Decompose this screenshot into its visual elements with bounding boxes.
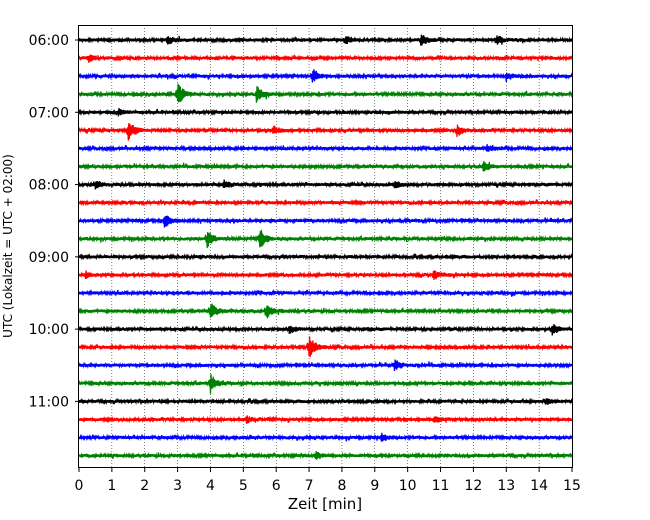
y-tick-label: 11:00 xyxy=(29,394,69,410)
x-tick-label: 13 xyxy=(497,478,515,494)
trace-1030 xyxy=(78,359,573,372)
x-tick-label: 5 xyxy=(239,478,248,494)
trace-1130 xyxy=(78,432,573,442)
trace-1115 xyxy=(78,415,573,424)
x-tick-label: 15 xyxy=(563,478,581,494)
trace-0800 xyxy=(78,179,573,190)
trace-0730 xyxy=(78,144,573,153)
trace-0715 xyxy=(78,123,573,141)
trace-0945 xyxy=(78,303,573,319)
x-tick-label: 10 xyxy=(399,478,417,494)
trace-0645 xyxy=(78,83,573,103)
x-tick-label: 14 xyxy=(530,478,548,494)
y-tick-label: 09:00 xyxy=(29,250,69,266)
y-tick-label: 08:00 xyxy=(29,178,69,194)
y-axis-ticks: 06:00 07:00 08:00 09:00 10:00 11:00 xyxy=(29,33,79,410)
trace-group xyxy=(78,34,573,460)
x-tick-label: 9 xyxy=(370,478,379,494)
trace-0900 xyxy=(78,252,573,261)
grid-lines xyxy=(111,25,540,468)
trace-0815 xyxy=(78,198,573,207)
x-tick-label: 3 xyxy=(173,478,182,494)
trace-0830 xyxy=(78,215,573,228)
trace-0745 xyxy=(78,161,573,172)
trace-0600 xyxy=(78,34,573,46)
trace-1045 xyxy=(78,374,573,394)
trace-1145 xyxy=(78,450,573,460)
trace-1000 xyxy=(78,324,573,336)
y-axis-label: UTC (Lokalzeit = UTC + 02:00) xyxy=(1,154,15,338)
trace-0615 xyxy=(78,54,573,63)
x-tick-label: 12 xyxy=(464,478,482,494)
plot-frame xyxy=(78,25,573,468)
trace-1015 xyxy=(78,336,573,358)
trace-0915 xyxy=(78,270,573,280)
x-tick-label: 7 xyxy=(305,478,314,494)
x-tick-label: 0 xyxy=(75,478,84,494)
y-tick-label: 07:00 xyxy=(29,105,69,121)
x-tick-label: 6 xyxy=(272,478,281,494)
x-tick-label: 2 xyxy=(140,478,149,494)
x-tick-label: 4 xyxy=(206,478,215,494)
trace-1100 xyxy=(78,397,573,406)
trace-0845 xyxy=(78,229,573,249)
y-tick-label: 10:00 xyxy=(29,322,69,338)
trace-0930 xyxy=(78,288,573,297)
trace-0630 xyxy=(78,69,573,83)
x-tick-label: 1 xyxy=(107,478,116,494)
trace-0700 xyxy=(78,108,573,117)
x-axis-label: Zeit [min] xyxy=(288,495,362,513)
x-tick-label: 11 xyxy=(432,478,450,494)
x-tick-label: 8 xyxy=(337,478,346,494)
x-axis-ticks: 0 1 2 3 4 5 6 7 8 9 10 11 12 13 14 15 xyxy=(75,468,581,494)
y-tick-label: 06:00 xyxy=(29,33,69,49)
